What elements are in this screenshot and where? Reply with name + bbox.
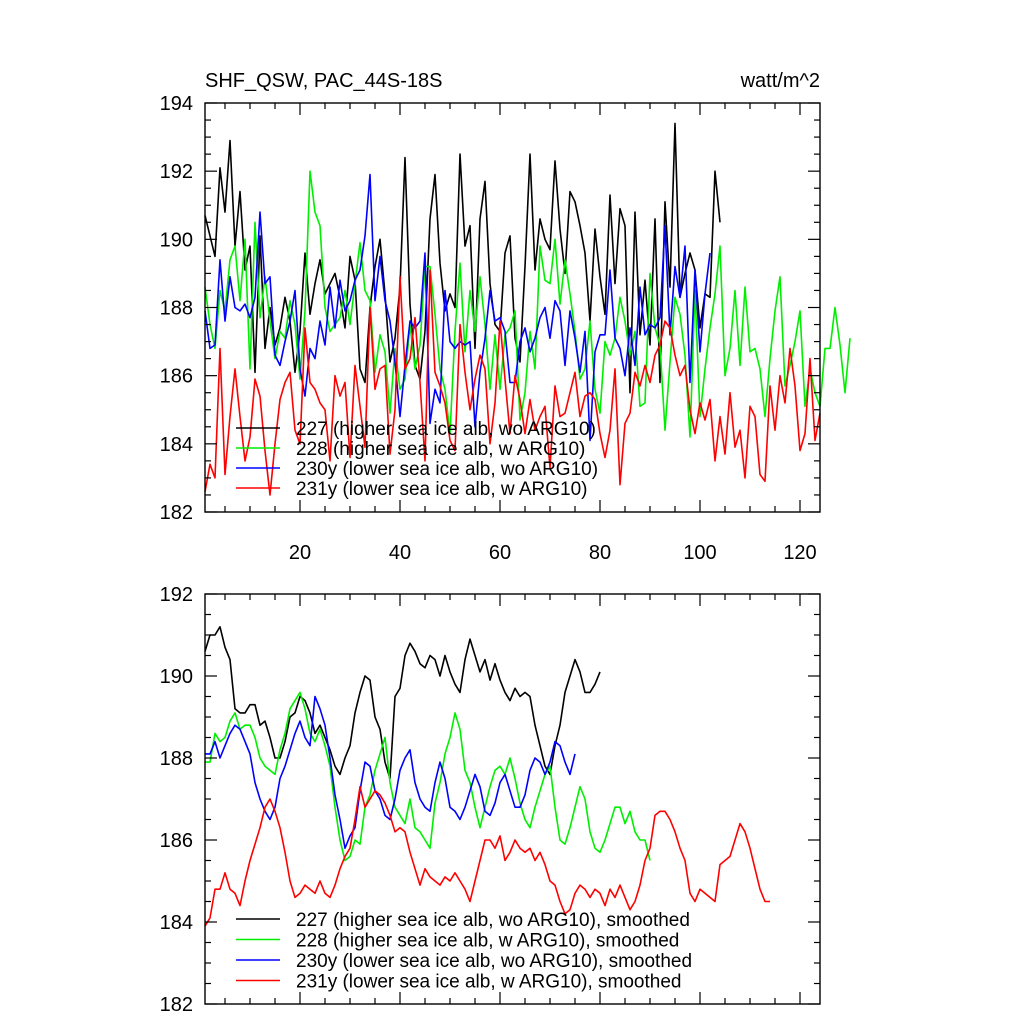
series-line-4: [204, 269, 821, 496]
x-tick-label: 20: [289, 542, 311, 564]
y-tick-label: 186: [160, 830, 193, 852]
chart-panel-2: [204, 593, 821, 1005]
y-tick-label: 188: [160, 748, 193, 770]
y-tick-label: 188: [160, 298, 193, 320]
series-line-1: [204, 122, 721, 394]
series-line-3: [204, 173, 711, 442]
plot-series-group: [204, 122, 851, 496]
y-tick-label: 192: [160, 161, 193, 183]
x-tick-label: 80: [589, 542, 611, 564]
series-line-2: [205, 691, 651, 862]
x-tick-label: 100: [683, 542, 716, 564]
legend-label: 228 (higher sea ice alb, w ARG10): [296, 439, 585, 460]
legend: [236, 427, 280, 489]
series-line-1: [204, 625, 601, 780]
legend-label: 227 (higher sea ice alb, wo ARG10), smoo…: [296, 910, 690, 931]
x-tick-label: 120: [783, 542, 816, 564]
legend-label: 230y (lower sea ice alb, wo ARG10): [296, 459, 598, 480]
chart-title: SHF_QSW, PAC_44S-18S: [205, 70, 443, 92]
legend: [236, 918, 280, 982]
y-tick-label: 190: [160, 229, 193, 251]
y-tick-label: 182: [160, 502, 193, 524]
series-line-2: [204, 170, 851, 438]
legend-label: 228 (higher sea ice alb, w ARG10), smoot…: [296, 931, 679, 952]
y-tick-label: 184: [160, 434, 193, 456]
chart-panel-1: [204, 102, 851, 513]
y-tick-label: 190: [160, 666, 193, 688]
legend-label: 231y (lower sea ice alb, w ARG10): [296, 479, 587, 500]
plot-series-group: [204, 625, 770, 927]
x-tick-label: 60: [489, 542, 511, 564]
legend-label: 230y (lower sea ice alb, wo ARG10), smoo…: [296, 951, 692, 972]
legend-label: 227 (higher sea ice alb, wo ARG10): [296, 419, 596, 440]
y-tick-label: 192: [160, 584, 193, 606]
y-tick-label: 186: [160, 366, 193, 388]
y-tick-label: 184: [160, 912, 193, 934]
series-line-3: [205, 695, 576, 850]
x-tick-label: 40: [389, 542, 411, 564]
units-label: watt/m^2: [740, 70, 820, 92]
series-line-4: [204, 785, 770, 927]
legend-label: 231y (lower sea ice alb, w ARG10), smoot…: [296, 972, 681, 993]
y-tick-label: 182: [160, 994, 193, 1016]
y-tick-label: 194: [160, 93, 193, 115]
